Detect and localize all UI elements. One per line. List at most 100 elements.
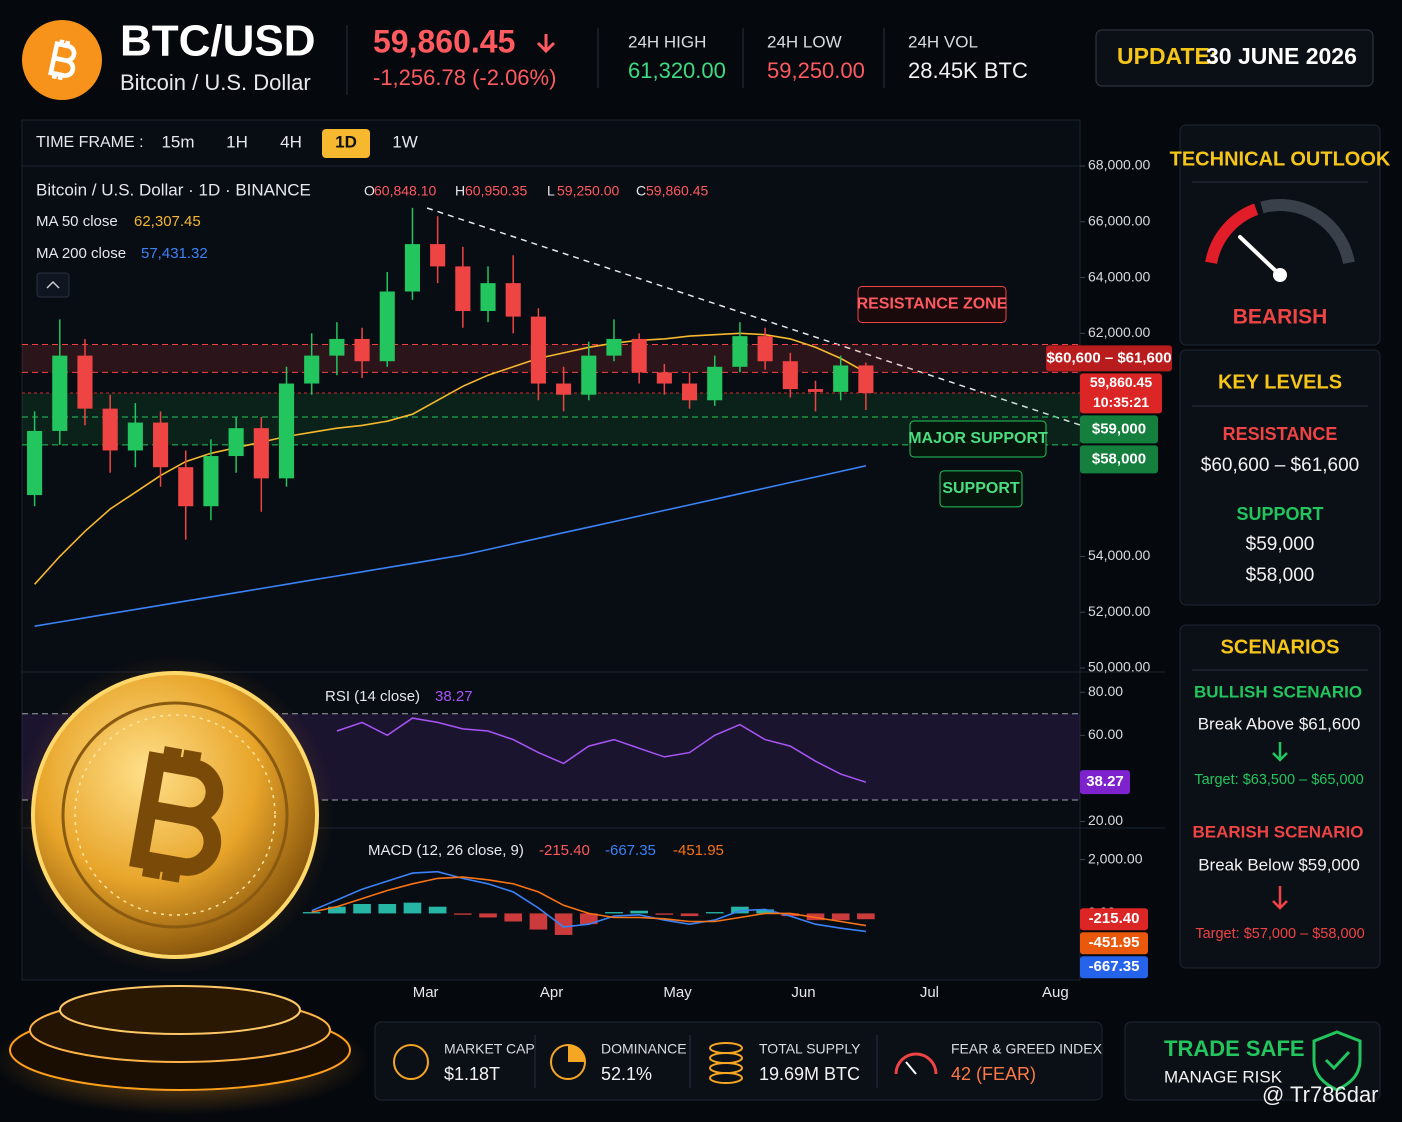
y-tick-label: 64,000.00 [1088,268,1150,284]
watermark: @ Tr786dar [1262,1082,1379,1107]
timeframe-option[interactable]: 4H [280,132,302,151]
signal-line [311,876,867,927]
rsi-value: 38.27 [435,688,473,705]
footer-value: 52.1% [601,1064,652,1084]
ma-value: 57,431.32 [141,245,208,262]
ma-line [34,465,867,627]
y-tick-label: 60.00 [1088,726,1123,742]
collapse-button[interactable] [36,272,70,298]
y-tick-label: 66,000.00 [1088,212,1150,228]
candle-body [178,467,194,507]
timeframe-option[interactable]: 1D [335,132,357,151]
price: 59,860.45 [373,23,515,59]
coin-art [0,655,370,1115]
y-tick-label: 2,000.00 [1088,850,1143,866]
candle-body [27,430,43,496]
panel-title: KEY LEVELS [1218,371,1342,393]
timeframe-option[interactable]: 1H [226,132,248,151]
ohlc-letter: L [547,183,555,199]
icon [709,1042,743,1084]
gauge-bearish [1205,203,1259,265]
callout-box [909,420,1047,458]
ma-line [34,332,867,585]
stat-label: 24H HIGH [628,32,706,51]
stat-label: 24H LOW [767,32,842,51]
callout-box [939,470,1023,508]
candle-body [52,355,68,431]
price-tag-label: -451.95 [1089,934,1140,951]
candle-body [858,365,874,394]
signal: BEARISH [1233,306,1328,329]
price-tag-label: $58,000 [1092,450,1146,467]
candle-body [304,355,320,384]
price-tag-label: 59,860.45 [1090,374,1152,390]
macd-hist [328,906,346,914]
level-value: $60,600 – $61,600 [1201,455,1360,476]
y-tick-label: 80.00 [1088,683,1123,699]
macd-hist [781,913,800,917]
y-tick-label: 52,000.00 [1088,603,1150,619]
macd-hist [680,913,699,917]
price-tag [1080,415,1158,444]
level-label: RESISTANCE [1223,424,1338,444]
candle-body [127,422,143,451]
ohlc-letter: O [364,183,375,199]
candle-body [757,336,773,362]
check [1324,1050,1351,1071]
macd-hist [504,913,523,922]
timeframe-option[interactable]: 15m [161,132,194,151]
candle-body [556,383,572,395]
coin-ring [74,714,276,916]
macd-hist [831,913,850,921]
macd-hist [554,913,573,935]
footer-label: TOTAL SUPPLY [759,1041,861,1057]
y-tick-label: 50,000.00 [1088,659,1150,675]
arrow [1272,886,1288,910]
candle-body [782,361,798,390]
callout-box [857,285,1007,323]
key-levels-panel [1179,349,1381,606]
y-tick-label: 54,000.00 [1088,547,1150,563]
candle-body [732,336,748,367]
macd-hist [428,906,447,914]
candle-body [455,266,471,312]
ma-legend: MA 200 close [36,245,126,262]
candle-body [329,338,345,356]
ohlc-value: 60,848.10 [374,183,436,199]
update-label: UPDATE: [1117,43,1218,69]
symbol: BTC/USD [120,17,316,66]
macd-value: -451.95 [673,842,724,859]
callout-label: MAJOR SUPPORT [908,430,1048,447]
macd-hist [857,913,875,920]
resistance-zone [22,344,1080,373]
candle-body [77,355,93,409]
macd-hist [579,913,598,925]
x-tick-label: Jun [791,984,815,1001]
level-label: SUPPORT [1236,504,1323,524]
icon [393,1044,429,1080]
macd-hist [378,904,397,914]
timeframe-option[interactable]: 1W [392,132,418,151]
gauge-rest [1260,199,1355,265]
price-pane [22,207,1080,627]
candle-body [807,389,824,392]
rsi-line [336,717,867,783]
scenario-trigger: Break Below $59,000 [1198,855,1360,874]
manage-risk: MANAGE RISK [1164,1067,1283,1086]
candle-body [707,366,723,401]
price-tag [1080,445,1158,474]
panel-title: TECHNICAL OUTLOOK [1170,148,1391,170]
price-tag-label: 10:35:21 [1093,394,1149,410]
price-tag [1080,956,1148,979]
level-value: $59,000 [1246,534,1315,555]
footer-value: 19.69M BTC [759,1064,860,1084]
x-tick-label: Apr [540,984,563,1001]
scenario-title: BEARISH SCENARIO [1193,822,1364,841]
scenarios-panel [1179,624,1381,969]
ohlc-value: 59,860.45 [646,183,708,199]
macd-hist [630,910,648,914]
x-tick-label: Jul [920,984,939,1001]
ma-value: 62,307.45 [134,213,201,230]
y-tick-label: 20.00 [1088,812,1123,828]
